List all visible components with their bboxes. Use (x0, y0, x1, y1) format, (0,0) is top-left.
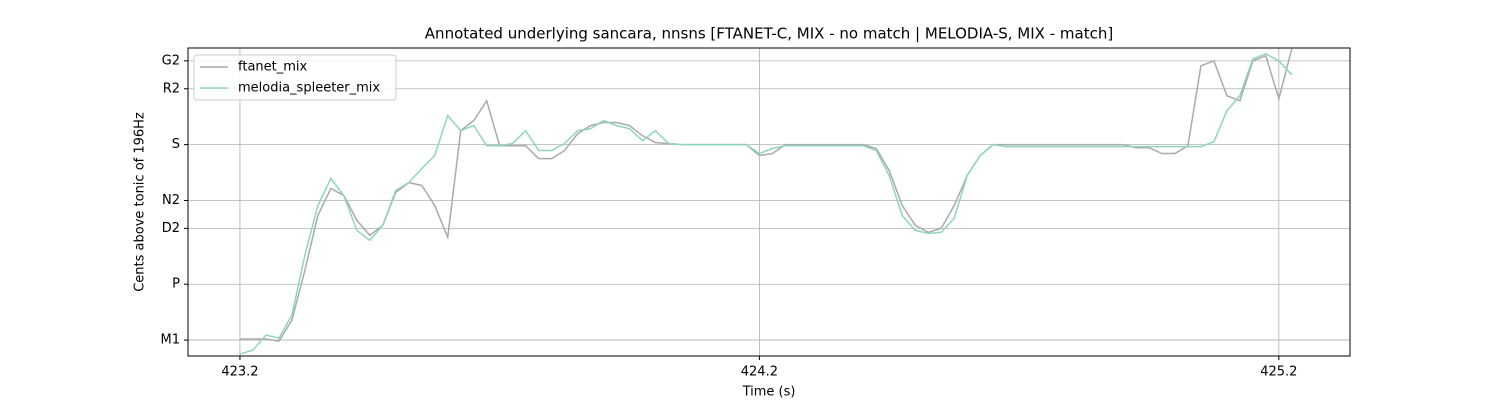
x-axis-label: Time (s) (742, 385, 796, 400)
plot-frame (187, 47, 1351, 357)
chart-title: Annotated underlying sancara, nnsns [FTA… (425, 25, 1113, 43)
ticks: 423.2 424.2 425.2 M1 P D2 N2 S R2 G2 (161, 53, 1298, 379)
legend-box (193, 54, 397, 101)
x-tick-label: 424.2 (741, 365, 778, 380)
legend-label: ftanet_mix (238, 60, 308, 75)
y-tick-label: G2 (162, 53, 180, 68)
series-line (239, 48, 1293, 343)
y-axis-label: Cents above tonic of 196Hz (133, 112, 148, 292)
y-tick-label: P (172, 277, 180, 292)
legend: ftanet_mix melodia_spleeter_mix (193, 54, 397, 101)
series-line (239, 53, 1293, 355)
y-tick-label: M1 (161, 333, 181, 348)
y-tick-label: S (172, 137, 180, 152)
y-tick-label: D2 (162, 221, 180, 236)
y-tick-label: N2 (162, 193, 180, 208)
legend-label: melodia_spleeter_mix (238, 81, 380, 96)
x-tick-label: 423.2 (221, 365, 258, 380)
y-tick-label: R2 (163, 81, 180, 96)
x-tick-label: 425.2 (1260, 365, 1297, 380)
plot-lines (239, 48, 1293, 355)
